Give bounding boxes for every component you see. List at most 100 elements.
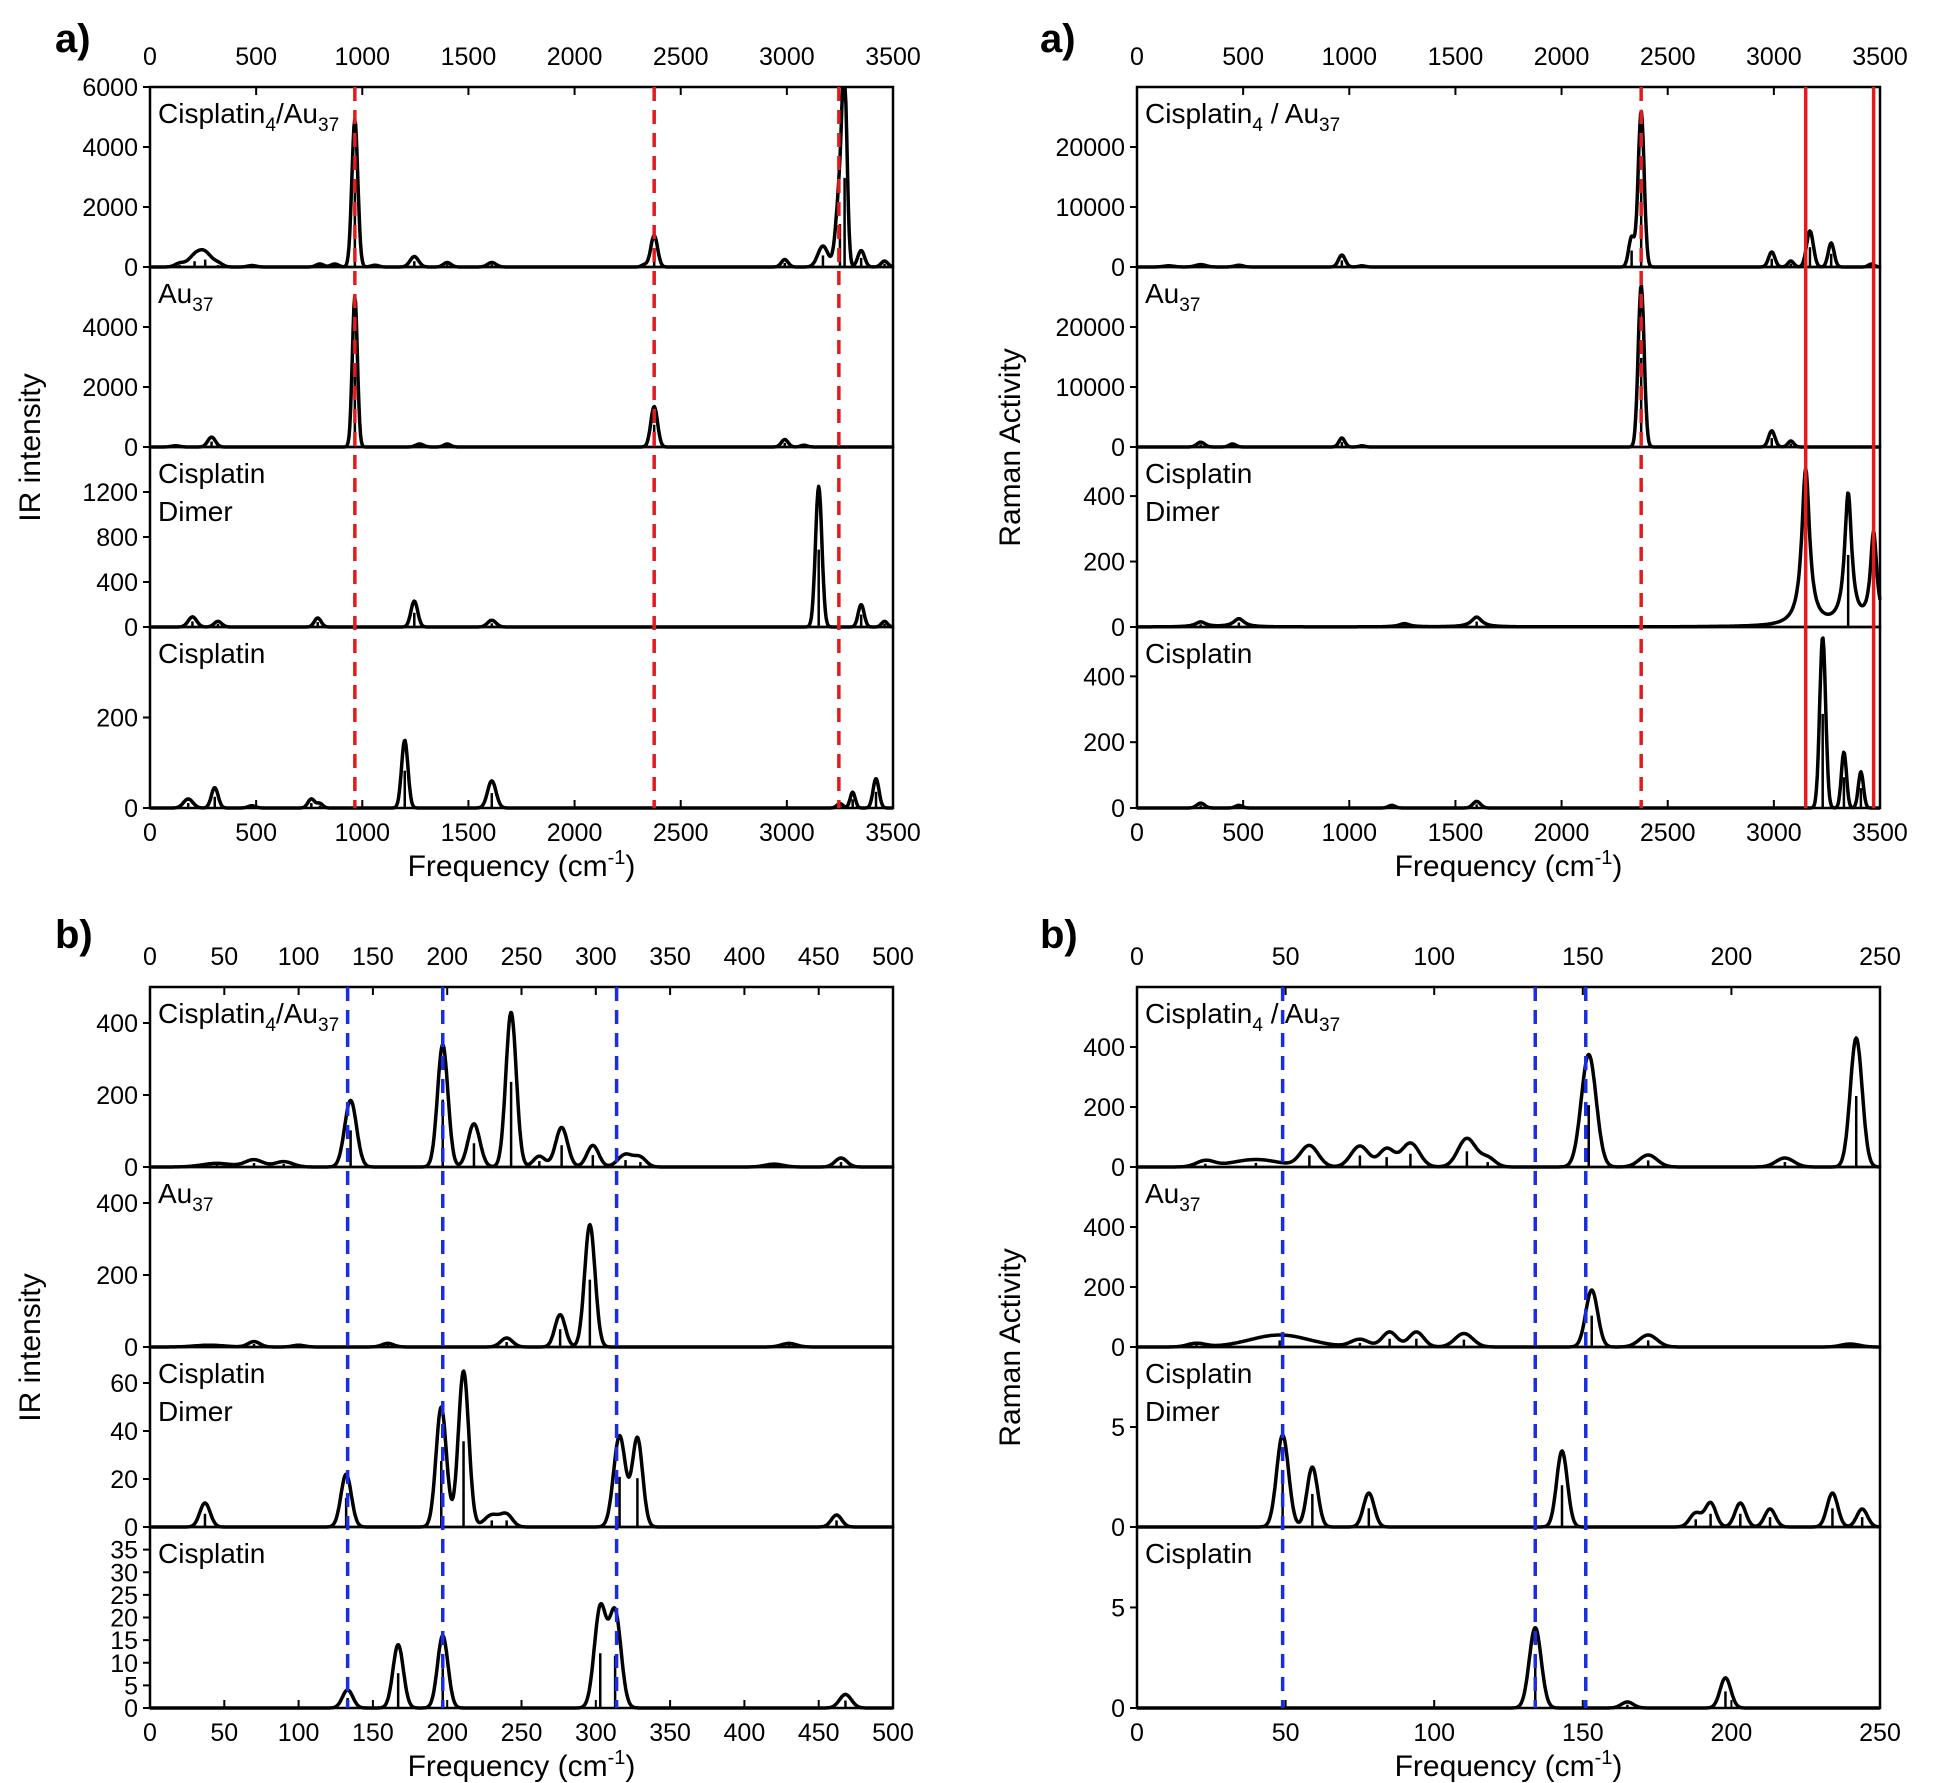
y-tick-label: 400 xyxy=(1083,483,1125,511)
x-tick-label: 250 xyxy=(501,1719,543,1747)
top-tick-label: 2000 xyxy=(547,43,603,71)
spectrum-curve xyxy=(1136,1288,1881,1349)
stack-2: 0 10000 20000 Au37 xyxy=(1055,265,1882,462)
y-tick-label: 0 xyxy=(124,1154,138,1182)
x-axis-title: Frequency (cm-1) xyxy=(1395,1747,1623,1783)
stack-label-sub: 37 xyxy=(318,115,339,136)
y-tick-label: 400 xyxy=(96,1190,138,1218)
y-tick-label: 30 xyxy=(110,1559,138,1587)
top-tick-label: 200 xyxy=(426,943,468,971)
spectrum-curve xyxy=(1136,466,1882,629)
y-axis-title: IR intensity xyxy=(14,373,47,521)
y-tick-label: 1200 xyxy=(82,479,138,507)
stack-label: Cisplatin xyxy=(158,1358,265,1389)
top-tick-label: 0 xyxy=(143,943,157,971)
x-axis-title-main: Frequency (cm xyxy=(1395,850,1595,883)
y-tick-label: 200 xyxy=(96,1082,138,1110)
y-tick-label: 20 xyxy=(110,1605,138,1633)
x-axis-title: Frequency (cm-1) xyxy=(1395,847,1623,883)
stack-4: 0 5 Cisplatin xyxy=(1111,1525,1882,1723)
top-tick-label: 100 xyxy=(278,943,320,971)
stack-label-main: Cisplatin xyxy=(1145,1358,1252,1389)
y-tick-label: 5 xyxy=(124,1672,138,1700)
x-axis-title-close: ) xyxy=(1612,1750,1622,1783)
top-tick-label: 200 xyxy=(1711,943,1753,971)
y-tick-label: 35 xyxy=(110,1537,138,1565)
stack-label-main: Au xyxy=(158,278,192,309)
x-tick-label: 0 xyxy=(143,819,157,847)
x-tick-label: 200 xyxy=(1711,1719,1753,1747)
y-tick-label: 400 xyxy=(96,569,138,597)
y-tick-label: 6000 xyxy=(82,74,138,102)
stack-frame xyxy=(1135,1165,1882,1349)
top-tick-label: 400 xyxy=(724,943,766,971)
x-tick-label: 400 xyxy=(724,1719,766,1747)
y-tick-label: 10000 xyxy=(1055,194,1125,222)
stack-1: 0 10000 20000 Cisplatin4 / Au37 xyxy=(1055,85,1882,282)
stack-label: Au37 xyxy=(158,1178,213,1216)
stack-label-sub: 37 xyxy=(192,295,213,316)
stack-label-line2: Dimer xyxy=(158,496,233,527)
stack-label: Cisplatin xyxy=(1145,1358,1252,1389)
x-tick-label: 2000 xyxy=(547,819,603,847)
y-tick-label: 10000 xyxy=(1055,374,1125,402)
x-tick-label: 3500 xyxy=(1852,819,1908,847)
y-tick-label: 800 xyxy=(96,524,138,552)
stack-label: Cisplatin4/Au37 xyxy=(158,998,339,1036)
panel-letter: a) xyxy=(55,17,91,61)
top-tick-label: 3000 xyxy=(759,43,815,71)
x-axis-title-sup: -1 xyxy=(608,1747,626,1769)
stack-label-sub: 37 xyxy=(192,1195,213,1216)
stack-4: 0 200 Cisplatin xyxy=(96,625,895,823)
x-tick-label: 500 xyxy=(1222,819,1264,847)
stack-label-main: Cisplatin xyxy=(158,1538,265,1569)
y-tick-label: 0 xyxy=(124,1334,138,1362)
panel-letter: a) xyxy=(1040,17,1076,61)
stack-label-main: Cisplatin xyxy=(1145,1538,1252,1569)
stack-label: Au37 xyxy=(1145,1178,1200,1216)
stack-frame xyxy=(1135,265,1882,449)
stack-label-main: Cisplatin xyxy=(158,98,265,129)
spectrum-curve xyxy=(1136,636,1881,810)
stack-label-main: Cisplatin xyxy=(158,1358,265,1389)
x-tick-label: 3000 xyxy=(1746,819,1802,847)
stack-label-sub: 37 xyxy=(1319,115,1340,136)
stack-label: Au37 xyxy=(158,278,213,316)
top-tick-label: 3500 xyxy=(865,43,921,71)
x-tick-label: 1500 xyxy=(1428,819,1484,847)
y-tick-label: 0 xyxy=(1111,254,1125,282)
panel-letter: b) xyxy=(1040,913,1078,957)
stack-label-mid: / Au xyxy=(1263,98,1319,129)
y-tick-label: 25 xyxy=(110,1582,138,1610)
y-tick-label: 10 xyxy=(110,1650,138,1678)
panel-letter: b) xyxy=(55,913,93,957)
y-tick-label: 60 xyxy=(110,1370,138,1398)
top-tick-label: 150 xyxy=(1562,943,1604,971)
top-tick-label: 50 xyxy=(210,943,238,971)
spectrum-curve xyxy=(1136,109,1881,269)
y-axis-title: IR intensity xyxy=(14,1273,47,1421)
top-tick-label: 100 xyxy=(1413,943,1455,971)
stack-label-sub: 4 xyxy=(1252,115,1263,136)
y-tick-label: 0 xyxy=(1111,1514,1125,1542)
stack-label: Cisplatin xyxy=(1145,638,1252,669)
stack-3: 0 20 40 60 Cisplatin Dimer xyxy=(110,1345,895,1542)
y-tick-label: 0 xyxy=(1111,795,1125,823)
stack-label-main: Cisplatin xyxy=(158,998,265,1029)
x-tick-label: 2500 xyxy=(1640,819,1696,847)
stack-4: 0 200 400 Cisplatin xyxy=(1083,625,1882,823)
stack-label: Cisplatin xyxy=(158,638,265,669)
y-axis-title: Raman Activity xyxy=(994,348,1027,546)
x-tick-label: 150 xyxy=(352,1719,394,1747)
top-tick-label: 500 xyxy=(872,943,914,971)
y-tick-label: 0 xyxy=(124,434,138,462)
x-tick-label: 500 xyxy=(872,1719,914,1747)
x-tick-label: 100 xyxy=(278,1719,320,1747)
spectrum-curve xyxy=(149,1369,894,1529)
spectrum-curve xyxy=(1136,283,1881,449)
stack-1: 0 200 400 Cisplatin4 / Au37 xyxy=(1083,985,1882,1182)
x-axis-title-sup: -1 xyxy=(608,847,626,869)
x-tick-label: 3000 xyxy=(759,819,815,847)
